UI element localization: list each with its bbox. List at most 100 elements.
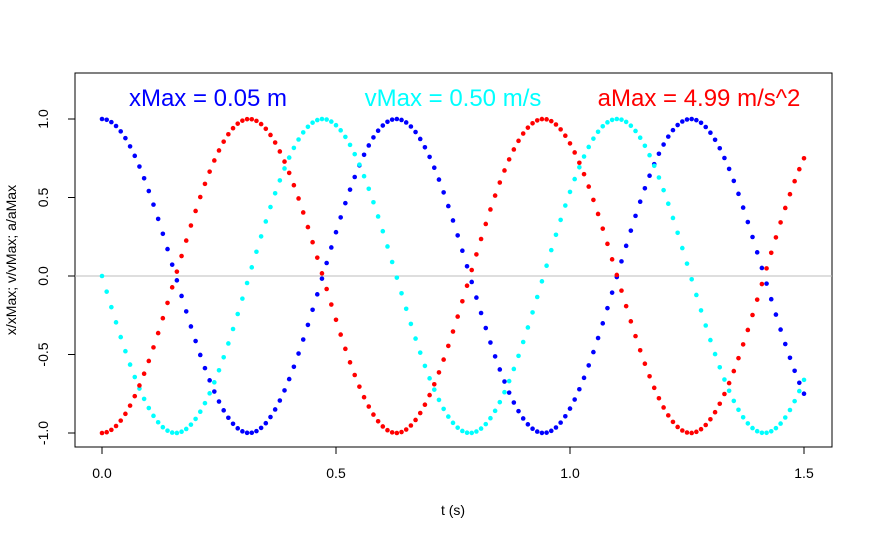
data-point [286, 170, 292, 176]
data-point [768, 296, 774, 302]
data-point [244, 280, 250, 286]
data-point [764, 430, 769, 436]
data-point [221, 139, 226, 144]
data-point [212, 380, 217, 385]
data-point [801, 377, 807, 383]
data-point [155, 419, 161, 425]
data-point [591, 197, 596, 203]
data-point [207, 169, 212, 174]
data-point [544, 117, 549, 122]
data-point [347, 360, 353, 365]
data-point [736, 191, 741, 197]
data-point [394, 275, 400, 280]
data-point [684, 430, 690, 435]
data-point [670, 127, 676, 133]
data-point [675, 424, 680, 430]
data-point [226, 131, 231, 137]
data-point [469, 430, 475, 436]
data-point [230, 326, 236, 332]
data-point [488, 415, 493, 421]
data-point [637, 347, 643, 353]
data-point [520, 131, 526, 136]
data-point [188, 422, 194, 427]
data-point [754, 250, 760, 255]
data-point [492, 408, 498, 414]
data-point [343, 200, 348, 206]
data-point [605, 241, 610, 247]
annotation-label: vMax = 0.50 m/s [365, 85, 542, 112]
data-point [123, 135, 128, 141]
data-point [708, 417, 713, 422]
data-point [642, 361, 648, 367]
data-point [221, 354, 226, 360]
data-point [488, 340, 493, 345]
data-point [647, 173, 652, 179]
data-point [595, 335, 601, 341]
data-point [389, 117, 395, 122]
data-point [132, 374, 138, 380]
data-point [731, 368, 737, 374]
data-point [300, 210, 306, 215]
data-point [329, 302, 334, 307]
data-point [675, 230, 680, 236]
data-point [127, 403, 133, 408]
data-point [221, 408, 226, 413]
data-point [193, 338, 198, 344]
data-point [249, 265, 255, 270]
data-point [591, 349, 596, 355]
data-point [202, 181, 208, 187]
data-point [712, 409, 718, 415]
data-point [750, 425, 755, 431]
data-point [165, 428, 170, 433]
data-point [703, 323, 709, 328]
data-point [249, 116, 255, 122]
data-point [698, 120, 704, 126]
data-point [750, 234, 755, 240]
data-point [104, 289, 109, 294]
data-point [773, 235, 779, 240]
data-point [797, 388, 802, 394]
data-point [375, 128, 381, 134]
data-point [202, 365, 208, 371]
data-point [240, 296, 245, 301]
data-point [675, 122, 680, 128]
data-point [745, 219, 751, 225]
data-point [455, 314, 460, 319]
data-point [651, 163, 657, 169]
data-point [773, 312, 779, 317]
data-point [567, 189, 573, 195]
data-point [202, 400, 208, 406]
data-point [431, 165, 437, 171]
data-point [226, 415, 231, 421]
data-point [651, 385, 657, 391]
data-point [680, 245, 685, 251]
data-point [586, 144, 592, 150]
data-point [614, 116, 620, 122]
data-point [530, 120, 535, 126]
data-point [778, 421, 783, 426]
data-point [455, 233, 460, 238]
data-point [722, 155, 727, 161]
data-point [197, 409, 203, 414]
data-point [357, 384, 362, 389]
data-point [736, 355, 741, 361]
data-point [572, 176, 577, 182]
data-point [464, 264, 470, 269]
data-point [581, 171, 587, 177]
data-point [801, 391, 807, 397]
data-point [450, 329, 456, 334]
data-point [567, 406, 573, 411]
data-point [530, 310, 535, 315]
data-point [118, 334, 124, 340]
data-point [310, 120, 315, 125]
data-point [670, 215, 676, 221]
data-point [609, 257, 615, 262]
data-point [609, 290, 615, 295]
data-point [408, 423, 414, 428]
data-point [169, 262, 175, 267]
data-point [502, 389, 507, 395]
data-point [740, 205, 746, 210]
data-point [455, 425, 460, 430]
data-point [179, 253, 184, 259]
